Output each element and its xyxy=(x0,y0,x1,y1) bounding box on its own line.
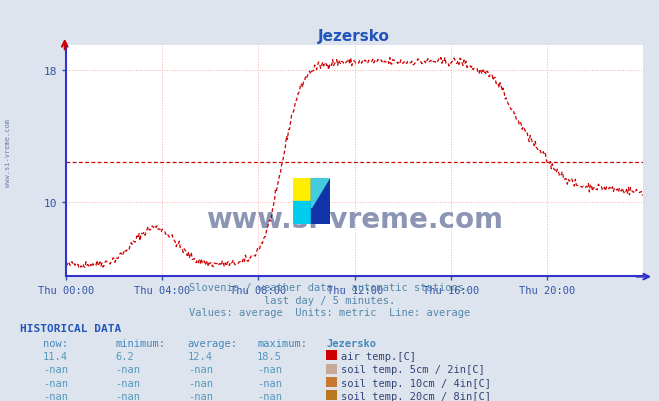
Text: -nan: -nan xyxy=(257,365,282,375)
Text: -nan: -nan xyxy=(115,391,140,401)
Polygon shape xyxy=(312,178,330,209)
Text: minimum:: minimum: xyxy=(115,338,165,348)
Text: Jezersko: Jezersko xyxy=(326,338,376,348)
Text: soil temp. 5cm / 2in[C]: soil temp. 5cm / 2in[C] xyxy=(341,365,484,375)
Text: www.si-vreme.com: www.si-vreme.com xyxy=(206,205,503,233)
Text: average:: average: xyxy=(188,338,238,348)
Text: -nan: -nan xyxy=(257,391,282,401)
Text: -nan: -nan xyxy=(115,365,140,375)
Text: now:: now: xyxy=(43,338,68,348)
Bar xyxy=(293,178,312,201)
Text: soil temp. 20cm / 8in[C]: soil temp. 20cm / 8in[C] xyxy=(341,391,491,401)
Text: Values: average  Units: metric  Line: average: Values: average Units: metric Line: aver… xyxy=(189,307,470,317)
Text: www.si-vreme.com: www.si-vreme.com xyxy=(5,118,11,186)
Text: maximum:: maximum: xyxy=(257,338,307,348)
Text: air temp.[C]: air temp.[C] xyxy=(341,351,416,361)
Text: -nan: -nan xyxy=(43,365,68,375)
Text: Slovenia / weather data - automatic stations.: Slovenia / weather data - automatic stat… xyxy=(189,283,470,293)
Text: last day / 5 minutes.: last day / 5 minutes. xyxy=(264,295,395,305)
Text: -nan: -nan xyxy=(257,378,282,388)
Text: -nan: -nan xyxy=(43,391,68,401)
Bar xyxy=(312,178,330,225)
Text: 18.5: 18.5 xyxy=(257,351,282,361)
Text: -nan: -nan xyxy=(188,378,213,388)
Text: -nan: -nan xyxy=(43,378,68,388)
Text: -nan: -nan xyxy=(188,365,213,375)
Text: 12.4: 12.4 xyxy=(188,351,213,361)
Text: soil temp. 10cm / 4in[C]: soil temp. 10cm / 4in[C] xyxy=(341,378,491,388)
Bar xyxy=(293,201,312,225)
Text: -nan: -nan xyxy=(188,391,213,401)
Text: 6.2: 6.2 xyxy=(115,351,134,361)
Text: -nan: -nan xyxy=(115,378,140,388)
Text: HISTORICAL DATA: HISTORICAL DATA xyxy=(20,323,121,333)
Title: Jezersko: Jezersko xyxy=(318,28,390,44)
Text: 11.4: 11.4 xyxy=(43,351,68,361)
